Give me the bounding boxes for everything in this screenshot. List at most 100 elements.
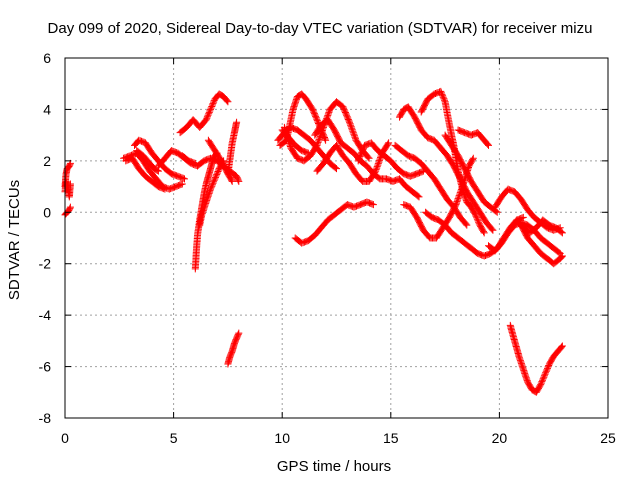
data-point <box>223 97 231 105</box>
series-track-29 <box>454 126 492 149</box>
data-point <box>203 113 211 121</box>
data-point <box>462 220 470 228</box>
data-point <box>322 136 330 144</box>
y-axis-label: SDTVAR / TECUs <box>6 180 23 300</box>
data-point <box>439 92 447 100</box>
x-tick-label: 0 <box>61 430 69 446</box>
data-point <box>537 381 545 389</box>
series-track-21 <box>313 139 393 185</box>
data-point <box>66 203 74 211</box>
data-point <box>473 215 481 223</box>
data-point <box>365 154 373 162</box>
data-point <box>179 174 187 182</box>
data-point <box>203 114 211 122</box>
data-point <box>455 192 463 200</box>
data-point <box>558 252 566 260</box>
data-point <box>213 170 221 178</box>
x-tick-label: 25 <box>600 430 616 446</box>
series-track-10 <box>176 90 232 137</box>
data-point <box>544 364 551 372</box>
series-track-19 <box>280 98 373 165</box>
data-point <box>66 180 74 188</box>
data-point <box>558 253 566 261</box>
data-point <box>318 128 326 136</box>
data-point <box>418 168 426 176</box>
series-track-23 <box>354 139 427 180</box>
series-track-14 <box>224 118 241 178</box>
data-point <box>316 132 324 140</box>
data-point <box>209 179 217 187</box>
data-point <box>204 111 212 119</box>
data-point <box>213 169 221 177</box>
data-point <box>161 185 169 193</box>
series-track-09 <box>178 152 199 167</box>
data-point <box>437 87 445 95</box>
series-track-34 <box>517 221 566 268</box>
data-point <box>540 373 548 381</box>
data-point <box>474 217 482 225</box>
data-point <box>209 100 217 108</box>
data-point <box>485 141 492 149</box>
data-point <box>321 135 329 143</box>
data-point <box>463 221 471 229</box>
data-point <box>469 156 477 164</box>
data-point <box>331 164 339 172</box>
data-point <box>233 118 241 126</box>
data-point <box>210 178 218 186</box>
data-point <box>178 180 186 188</box>
y-tick-label: 2 <box>43 153 51 169</box>
data-points <box>61 87 566 396</box>
series-track-35 <box>506 321 566 396</box>
data-point <box>211 175 219 183</box>
series-track-07 <box>133 147 162 175</box>
y-tick-label: 4 <box>43 101 51 117</box>
data-point <box>212 172 220 180</box>
data-point <box>539 375 547 383</box>
data-point <box>384 140 392 148</box>
data-point <box>438 90 446 98</box>
data-point <box>234 176 242 184</box>
data-point <box>153 167 161 174</box>
x-tick-label: 10 <box>274 430 290 446</box>
data-point <box>557 254 565 262</box>
data-point <box>235 177 243 185</box>
data-point <box>453 198 461 206</box>
data-point <box>439 93 447 101</box>
data-point <box>313 117 321 125</box>
series-track-15 <box>224 329 243 368</box>
series-track-12 <box>196 157 228 229</box>
data-point <box>345 117 353 125</box>
data-point <box>214 168 222 175</box>
data-point <box>558 343 565 351</box>
data-point <box>489 226 497 234</box>
plot-border <box>64 57 609 419</box>
data-point <box>224 98 232 106</box>
data-point <box>208 103 216 110</box>
data-point <box>542 367 550 375</box>
data-point <box>181 175 188 183</box>
data-point <box>348 126 356 134</box>
data-point <box>472 212 480 220</box>
data-point <box>372 166 380 174</box>
series-track-05 <box>122 154 169 193</box>
data-point <box>441 96 448 104</box>
data-point <box>472 211 479 219</box>
data-point <box>208 101 216 109</box>
y-tick-label: -2 <box>39 256 52 272</box>
data-point <box>454 195 462 203</box>
data-point <box>376 155 384 163</box>
x-tick-label: 15 <box>383 430 399 446</box>
data-point <box>385 139 393 147</box>
series-track-20 <box>311 116 423 201</box>
tick-labels: 0 5 10 15 20 25 -8 -6 -4 -2 0 2 4 6 <box>39 50 616 446</box>
y-tick-label: 6 <box>43 50 51 66</box>
data-point <box>347 121 355 129</box>
data-point <box>207 104 215 112</box>
data-point <box>558 342 566 350</box>
data-point <box>469 154 477 162</box>
data-point <box>369 201 377 209</box>
data-point <box>538 378 546 386</box>
data-point <box>555 249 563 257</box>
data-point <box>355 156 363 163</box>
data-point <box>206 107 214 115</box>
